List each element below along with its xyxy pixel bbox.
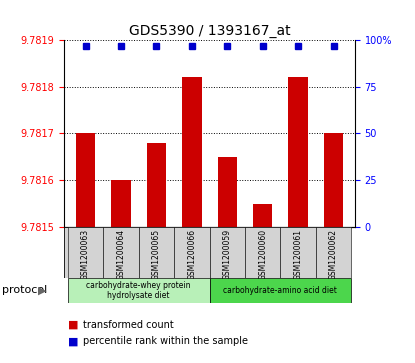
Text: GSM1200064: GSM1200064: [117, 229, 125, 280]
Bar: [111, 180, 131, 227]
Bar: [217, 157, 237, 227]
Bar: [324, 133, 343, 227]
Bar: [245, 227, 281, 278]
Text: percentile rank within the sample: percentile rank within the sample: [83, 336, 248, 346]
Bar: [182, 77, 202, 227]
Bar: [146, 143, 166, 227]
Bar: [288, 77, 308, 227]
Bar: [103, 227, 139, 278]
Title: GDS5390 / 1393167_at: GDS5390 / 1393167_at: [129, 24, 290, 37]
Text: GSM1200060: GSM1200060: [258, 229, 267, 280]
Bar: [68, 278, 210, 303]
Bar: [210, 278, 351, 303]
Text: transformed count: transformed count: [83, 320, 174, 330]
Text: carbohydrate-amino acid diet: carbohydrate-amino acid diet: [224, 286, 337, 295]
Bar: [139, 227, 174, 278]
Text: protocol: protocol: [2, 285, 47, 295]
Text: GSM1200066: GSM1200066: [187, 229, 196, 280]
Text: GSM1200061: GSM1200061: [294, 229, 303, 280]
Text: GSM1200065: GSM1200065: [152, 229, 161, 280]
Text: ■: ■: [68, 320, 79, 330]
Text: carbohydrate-whey protein
hydrolysate diet: carbohydrate-whey protein hydrolysate di…: [86, 281, 191, 300]
Text: ▶: ▶: [38, 285, 46, 295]
Bar: [281, 227, 316, 278]
Bar: [76, 133, 95, 227]
Bar: [316, 227, 351, 278]
Bar: [210, 227, 245, 278]
Text: GSM1200063: GSM1200063: [81, 229, 90, 280]
Bar: [174, 227, 210, 278]
Bar: [253, 204, 273, 227]
Text: GSM1200062: GSM1200062: [329, 229, 338, 280]
Bar: [68, 227, 103, 278]
Text: GSM1200059: GSM1200059: [223, 229, 232, 280]
Text: ■: ■: [68, 336, 79, 346]
